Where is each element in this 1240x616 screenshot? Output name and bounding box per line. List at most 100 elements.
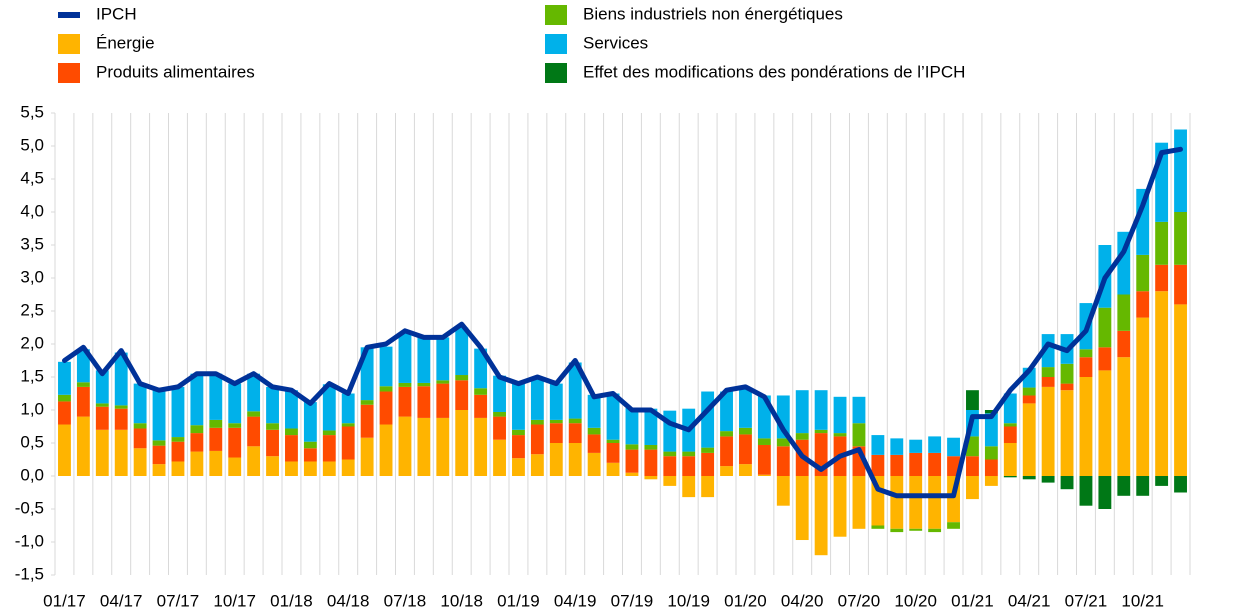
- bar-segment: [984, 413, 998, 447]
- bar-segment: [1155, 264, 1169, 292]
- bar-segment: [909, 528, 923, 531]
- bar-segment: [266, 386, 279, 424]
- bar-segment: [776, 446, 790, 476]
- bar-segment: [247, 411, 261, 417]
- bar-segment: [171, 386, 185, 438]
- x-tick-label: 04/21: [1008, 591, 1051, 610]
- bar-segment: [512, 458, 525, 476]
- bar-segment: [549, 383, 563, 420]
- bar-segment: [663, 451, 677, 457]
- bar-segment: [739, 434, 752, 465]
- bar-segment: [266, 456, 279, 476]
- bar-segment: [814, 429, 828, 434]
- bar-segment: [984, 446, 998, 460]
- bar-segment: [190, 433, 204, 452]
- bar-segment: [95, 406, 109, 430]
- y-tick-label: 4,0: [20, 201, 44, 220]
- bar-segment: [757, 438, 771, 445]
- bar-segment: [814, 476, 828, 556]
- bar-segment: [95, 370, 109, 404]
- y-tick-label: 5,0: [20, 135, 44, 154]
- bar-segment: [114, 352, 128, 406]
- bar-segment: [474, 348, 488, 389]
- bar-segment: [474, 388, 488, 395]
- bar-segment: [1136, 291, 1150, 318]
- bar-segment: [417, 382, 431, 387]
- bar-segment: [341, 459, 355, 476]
- bar-segment: [1079, 377, 1093, 476]
- bar-segment: [58, 401, 71, 425]
- bar-segment: [928, 452, 942, 476]
- bar-segment: [1041, 334, 1055, 368]
- bar-segment: [1041, 386, 1055, 476]
- x-tick-label: 07/21: [1065, 591, 1108, 610]
- bar-segment: [701, 391, 715, 448]
- bar-segment: [947, 456, 960, 476]
- bar-segment: [530, 454, 544, 476]
- bar-segment: [606, 443, 620, 463]
- x-tick-label: 04/19: [554, 591, 597, 610]
- bar-segment: [379, 424, 393, 476]
- bar-segment: [1041, 367, 1055, 377]
- bar-segment: [76, 386, 90, 417]
- bar-segment: [1079, 349, 1093, 358]
- bar-segment: [928, 436, 942, 453]
- y-tick-label: 3,5: [20, 234, 44, 253]
- bar-segment: [549, 423, 563, 443]
- bar-segment: [909, 476, 923, 529]
- bar-segment: [76, 416, 90, 476]
- bar-segment: [285, 390, 298, 429]
- bar-segment: [133, 423, 147, 429]
- bar-segment: [625, 472, 639, 476]
- bar-segment: [1060, 476, 1074, 490]
- x-tick-label: 10/21: [1121, 591, 1164, 610]
- bar-segment: [360, 400, 374, 405]
- bar-segment: [247, 373, 261, 412]
- bar-segment: [587, 394, 601, 428]
- bar-segment: [1003, 476, 1017, 478]
- bar-segment: [133, 383, 147, 424]
- bar-segment: [190, 373, 204, 426]
- bar-segment: [303, 441, 317, 449]
- legend-label: Services: [583, 33, 648, 52]
- bar-segment: [1041, 476, 1055, 483]
- bar-segment: [757, 474, 771, 476]
- bar-segment: [568, 418, 582, 424]
- legend-label: Biens industriels non énergétiques: [583, 4, 843, 23]
- bar-segment: [266, 429, 279, 457]
- bar-segment: [909, 439, 923, 453]
- bar-segment: [644, 449, 658, 476]
- bar-segment: [341, 426, 355, 460]
- bar-segment: [644, 408, 658, 445]
- x-tick-label: 04/20: [781, 591, 824, 610]
- bar-segment: [701, 452, 715, 476]
- bar-segment: [663, 410, 677, 452]
- y-tick-label: 0,5: [20, 432, 44, 451]
- bar-segment: [133, 428, 147, 449]
- bar-segment: [833, 476, 847, 537]
- bar-segment: [512, 435, 525, 459]
- bar-segment: [890, 528, 904, 533]
- bar-segment: [209, 419, 223, 428]
- bar-segment: [1098, 307, 1112, 348]
- bar-segment: [966, 456, 979, 476]
- bar-segment: [322, 435, 336, 462]
- bar-segment: [1136, 254, 1150, 292]
- bar-segment: [1155, 291, 1169, 476]
- bar-segment: [1174, 304, 1187, 476]
- y-tick-label: 0,0: [20, 465, 44, 484]
- bar-segment: [266, 423, 279, 430]
- bar-segment: [152, 440, 166, 446]
- bar-segment: [228, 383, 242, 424]
- x-tick-label: 01/19: [497, 591, 540, 610]
- bar-segment: [1136, 188, 1150, 255]
- bar-segment: [530, 377, 544, 420]
- y-tick-label: 4,5: [20, 168, 44, 187]
- bar-segment: [814, 390, 828, 430]
- bar-segment: [1174, 129, 1187, 212]
- bar-segment: [379, 391, 393, 425]
- bar-segment: [512, 383, 525, 430]
- legend-swatch: [545, 5, 567, 25]
- bar-segment: [1003, 426, 1017, 443]
- bar-segment: [152, 445, 166, 465]
